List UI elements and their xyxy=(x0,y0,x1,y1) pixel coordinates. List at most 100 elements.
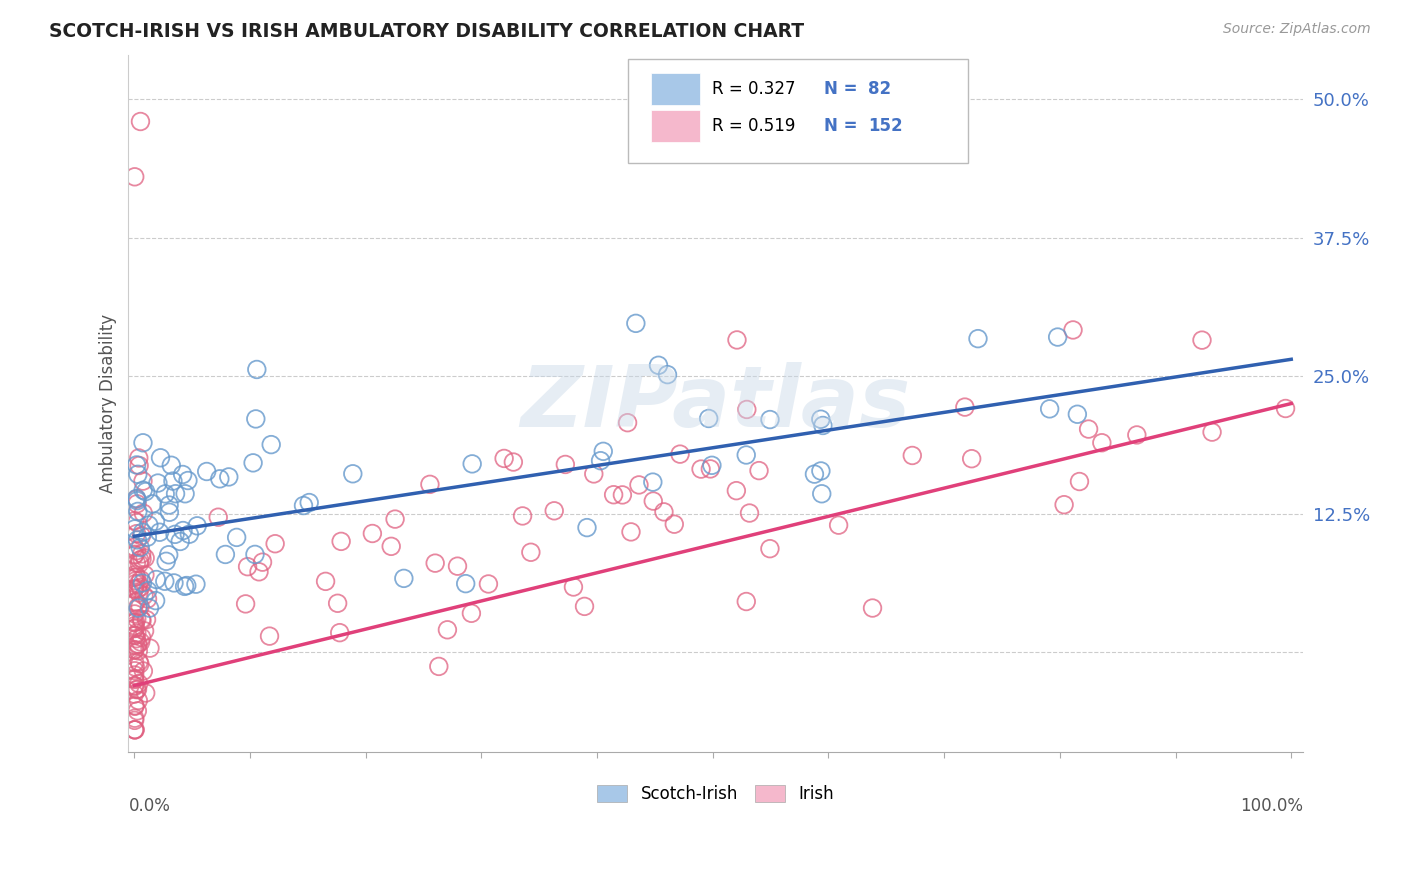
Point xyxy=(124,723,146,737)
Point xyxy=(1201,425,1223,439)
Point xyxy=(575,520,598,534)
Point xyxy=(124,570,146,584)
Point xyxy=(124,615,146,630)
Point xyxy=(214,548,236,562)
Point xyxy=(139,641,162,656)
Point xyxy=(543,504,565,518)
Point xyxy=(124,668,146,682)
Point xyxy=(124,540,146,554)
Point xyxy=(125,458,148,472)
Y-axis label: Ambulatory Disability: Ambulatory Disability xyxy=(100,314,117,493)
Point xyxy=(132,435,155,450)
FancyBboxPatch shape xyxy=(627,59,969,163)
Text: SCOTCH-IRISH VS IRISH AMBULATORY DISABILITY CORRELATION CHART: SCOTCH-IRISH VS IRISH AMBULATORY DISABIL… xyxy=(49,22,804,41)
Point xyxy=(131,547,153,561)
Point xyxy=(1046,330,1069,344)
Point xyxy=(127,533,149,547)
Point xyxy=(131,631,153,645)
Text: 0.0%: 0.0% xyxy=(128,797,170,815)
Point xyxy=(128,655,150,669)
Point xyxy=(292,499,315,513)
Point xyxy=(1077,422,1099,436)
Point xyxy=(1091,435,1114,450)
Point xyxy=(124,574,146,588)
Point xyxy=(128,458,150,473)
Point xyxy=(384,512,406,526)
Point xyxy=(125,491,148,506)
Point xyxy=(624,317,647,331)
Text: 82: 82 xyxy=(869,79,891,97)
Point xyxy=(207,510,229,524)
Point xyxy=(153,574,176,589)
Point xyxy=(124,547,146,561)
Point xyxy=(124,169,146,184)
Point xyxy=(145,573,167,587)
Point xyxy=(136,583,159,598)
Point xyxy=(612,488,634,502)
Point xyxy=(127,599,149,614)
Point xyxy=(669,447,692,461)
Point xyxy=(512,508,534,523)
Point xyxy=(172,467,194,482)
Point xyxy=(122,622,145,636)
Point xyxy=(252,555,274,569)
Point xyxy=(735,402,758,417)
Point xyxy=(157,505,180,519)
Point xyxy=(725,333,748,347)
Point xyxy=(165,487,187,501)
Point xyxy=(127,644,149,658)
Point xyxy=(129,541,152,555)
Point xyxy=(174,487,197,501)
Point xyxy=(329,625,352,640)
Point xyxy=(129,580,152,594)
Point xyxy=(157,498,180,512)
Point xyxy=(128,676,150,690)
Point xyxy=(620,524,643,539)
Point xyxy=(127,601,149,615)
Point xyxy=(124,615,146,629)
Point xyxy=(125,556,148,570)
Point xyxy=(131,612,153,626)
Point xyxy=(146,476,169,491)
Point xyxy=(647,359,669,373)
Point xyxy=(124,723,146,737)
Point xyxy=(264,537,287,551)
Point xyxy=(134,551,156,566)
Point xyxy=(128,557,150,571)
Point xyxy=(127,637,149,651)
Point xyxy=(129,573,152,587)
Point xyxy=(574,599,596,614)
Point xyxy=(124,723,146,737)
Point xyxy=(748,464,770,478)
Point xyxy=(138,601,160,615)
Point xyxy=(1039,401,1062,416)
Point xyxy=(810,487,832,501)
Point xyxy=(125,612,148,626)
Point xyxy=(641,475,664,489)
Point xyxy=(627,478,650,492)
Point xyxy=(141,497,163,511)
Point xyxy=(145,593,167,607)
Point xyxy=(236,559,259,574)
Point xyxy=(124,643,146,657)
Point xyxy=(184,577,207,591)
Point xyxy=(759,541,782,556)
Point xyxy=(124,679,146,693)
Text: ZIPatlas: ZIPatlas xyxy=(520,362,911,445)
Point xyxy=(125,493,148,508)
Point xyxy=(195,465,218,479)
Point xyxy=(124,522,146,536)
Point xyxy=(125,595,148,609)
Point xyxy=(242,456,264,470)
Point xyxy=(127,693,149,707)
Point xyxy=(243,548,266,562)
Point xyxy=(131,614,153,628)
Point xyxy=(1191,333,1213,347)
Text: N =: N = xyxy=(824,117,858,136)
Point xyxy=(554,458,576,472)
Point xyxy=(697,411,720,425)
Point xyxy=(136,591,159,606)
Point xyxy=(122,582,145,596)
Point xyxy=(735,448,758,462)
Point xyxy=(131,525,153,540)
